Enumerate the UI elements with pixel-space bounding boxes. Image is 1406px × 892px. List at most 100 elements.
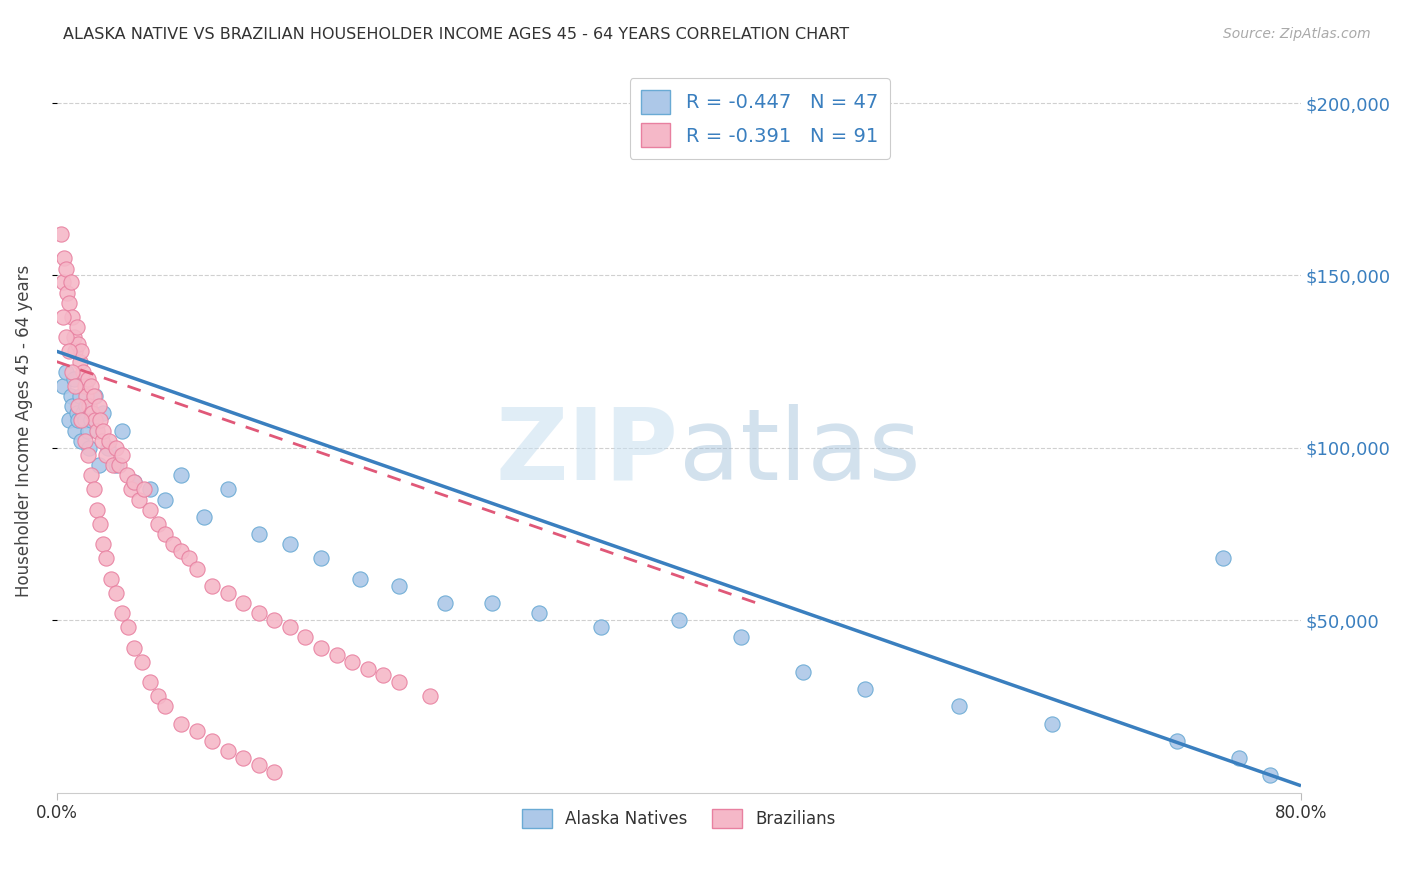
Point — [89, 413, 111, 427]
Legend: Alaska Natives, Brazilians: Alaska Natives, Brazilians — [515, 803, 842, 835]
Point — [96, 448, 118, 462]
Point — [146, 689, 169, 703]
Point — [62, 372, 84, 386]
Point — [373, 668, 395, 682]
Point — [139, 503, 162, 517]
Point — [232, 751, 254, 765]
Point — [76, 372, 98, 386]
Point — [108, 458, 131, 472]
Point — [72, 365, 94, 379]
Point — [201, 734, 224, 748]
Point — [65, 344, 87, 359]
Point — [86, 503, 108, 517]
Point — [52, 275, 75, 289]
Point — [62, 330, 84, 344]
Point — [70, 344, 93, 359]
Point — [131, 655, 153, 669]
Point — [139, 482, 162, 496]
Point — [80, 413, 103, 427]
Point — [155, 492, 177, 507]
Point — [67, 400, 90, 414]
Point — [117, 620, 139, 634]
Point — [146, 516, 169, 531]
Point — [263, 764, 285, 779]
Point — [66, 320, 89, 334]
Point — [51, 227, 73, 241]
Point — [53, 251, 76, 265]
Point — [177, 551, 200, 566]
Point — [111, 424, 134, 438]
Point — [388, 675, 411, 690]
Point — [792, 665, 814, 679]
Point — [83, 482, 105, 496]
Point — [90, 434, 112, 448]
Point — [201, 579, 224, 593]
Point — [434, 596, 457, 610]
Point — [527, 607, 550, 621]
Point — [217, 744, 239, 758]
Point — [75, 400, 97, 414]
Point — [170, 468, 193, 483]
Point — [67, 413, 90, 427]
Point — [325, 648, 347, 662]
Point — [481, 596, 503, 610]
Point — [155, 527, 177, 541]
Point — [217, 585, 239, 599]
Point — [1227, 751, 1250, 765]
Point — [124, 475, 146, 490]
Point — [66, 406, 89, 420]
Point — [80, 468, 103, 483]
Point — [115, 468, 138, 483]
Point — [65, 424, 87, 438]
Point — [104, 441, 127, 455]
Point — [278, 537, 301, 551]
Point — [76, 424, 98, 438]
Point — [388, 579, 411, 593]
Point — [124, 475, 146, 490]
Point — [124, 640, 146, 655]
Point — [86, 424, 108, 438]
Point — [83, 389, 105, 403]
Point — [55, 261, 77, 276]
Point — [67, 337, 90, 351]
Point — [128, 492, 150, 507]
Point — [69, 389, 91, 403]
Point — [1258, 768, 1281, 782]
Point — [232, 596, 254, 610]
Y-axis label: Householder Income Ages 45 - 64 years: Householder Income Ages 45 - 64 years — [15, 264, 32, 597]
Point — [104, 585, 127, 599]
Point — [87, 400, 110, 414]
Point — [100, 572, 122, 586]
Point — [668, 613, 690, 627]
Point — [1166, 734, 1188, 748]
Point — [73, 434, 96, 448]
Point — [77, 441, 100, 455]
Point — [217, 482, 239, 496]
Point — [294, 631, 316, 645]
Point — [419, 689, 441, 703]
Point — [69, 354, 91, 368]
Point — [58, 344, 80, 359]
Point — [75, 389, 97, 403]
Point — [247, 758, 270, 772]
Point — [1212, 551, 1234, 566]
Point — [855, 682, 877, 697]
Point — [162, 537, 184, 551]
Point — [65, 378, 87, 392]
Point — [59, 275, 82, 289]
Point — [278, 620, 301, 634]
Point — [186, 723, 208, 738]
Point — [357, 661, 380, 675]
Point — [247, 527, 270, 541]
Point — [193, 509, 215, 524]
Point — [87, 458, 110, 472]
Point — [60, 310, 83, 324]
Point — [82, 406, 104, 420]
Point — [98, 434, 121, 448]
Point — [186, 561, 208, 575]
Point — [52, 378, 75, 392]
Point — [170, 544, 193, 558]
Point — [247, 607, 270, 621]
Text: atlas: atlas — [679, 404, 921, 500]
Point — [56, 285, 79, 300]
